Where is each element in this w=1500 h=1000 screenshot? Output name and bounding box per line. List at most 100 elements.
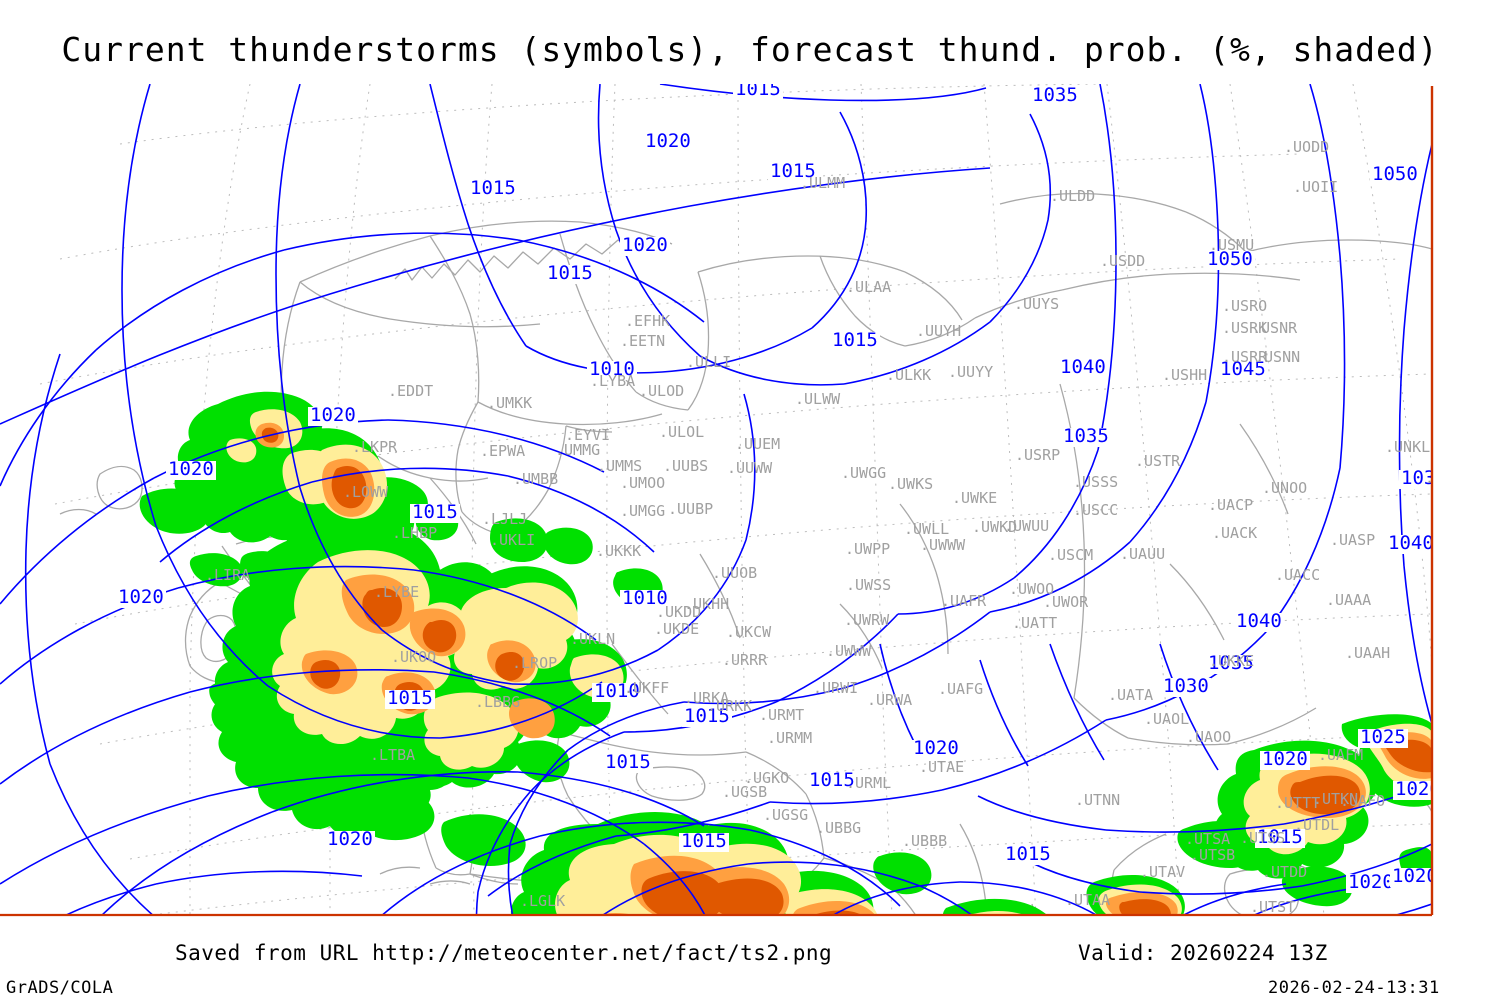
station-label: .UTAA — [1065, 891, 1110, 909]
station-label: .UAOO — [1186, 728, 1231, 746]
isobar-label-halo — [830, 332, 880, 351]
isobar-label: 1035 — [1401, 467, 1436, 489]
station-label: .UWOR — [1043, 593, 1089, 611]
station-label: .UAFR — [941, 592, 987, 610]
station-label: .UUBS — [663, 457, 708, 475]
station-label: .USHH — [1162, 366, 1207, 384]
station-label: .UWKS — [888, 475, 933, 493]
station-label: .UTNN — [1075, 791, 1120, 809]
isobar-label: 1020 — [1392, 865, 1436, 887]
station-label: .UAFM — [1318, 746, 1363, 764]
saved-url-label: Saved from URL http://meteocenter.net/fa… — [175, 941, 833, 965]
isobar-label-halo — [1058, 359, 1108, 378]
station-label: .ULWW — [795, 390, 841, 408]
isobar-label: 1020 — [118, 586, 164, 608]
station-label: .UAAA — [1326, 591, 1371, 609]
shaded-prob-region — [209, 505, 663, 866]
station-label: .LYBE — [374, 583, 419, 601]
station-label: .URKA — [684, 689, 729, 707]
map-canvas[interactable]: 1015 1035 1020 1050 1015 1015 1050 1020 1015 1015… — [0, 84, 1436, 917]
station-label: .USSS — [1073, 473, 1118, 491]
isobar-label: 1020 — [327, 828, 373, 850]
station-label: .UWOO — [1009, 580, 1054, 598]
isobar-label: 1020 — [913, 737, 959, 759]
isobar-label: 1020 — [1262, 748, 1308, 770]
station-label: .EFHK — [625, 312, 670, 330]
station-label: .LGLK — [520, 892, 565, 910]
station-label: .UGSG — [763, 806, 808, 824]
station-label: .UTSA — [1185, 830, 1230, 848]
station-label: .UKLI — [490, 531, 535, 549]
station-label: .ULOL — [659, 423, 704, 441]
station-label: .UWWW — [920, 536, 966, 554]
station-label: .UATA — [1108, 686, 1153, 704]
isobar-label-halo — [1061, 428, 1111, 447]
isobar-label: 1010 — [594, 680, 640, 702]
station-label: .ULMM — [800, 174, 845, 192]
station-label: .UTST — [1250, 898, 1295, 916]
station-label: .UTKN — [1313, 790, 1358, 808]
station-label: .UUYH — [916, 322, 961, 340]
isobar-label: 1015 — [470, 177, 516, 199]
station-label: .URKK — [707, 697, 752, 715]
isobar-label-halo — [620, 590, 670, 609]
isobar-label: 1050 — [1372, 163, 1418, 185]
station-label: .USRP — [1015, 446, 1060, 464]
station-label: .UATT — [1012, 614, 1057, 632]
station-label: .UKDD — [656, 603, 701, 621]
station-label: .UMOO — [620, 474, 665, 492]
station-label: .UTTT — [1275, 794, 1320, 812]
isobar-label: 1015 — [412, 501, 458, 523]
station-label: .LJLJ — [482, 510, 527, 528]
station-label: .UGKO — [744, 769, 789, 787]
isobar-label: 1040 — [1236, 610, 1282, 632]
station-label: .EYVI — [565, 426, 610, 444]
isobar-label: 1015 — [832, 329, 878, 351]
isobar-label-halo — [166, 461, 216, 480]
station-label: .UTSS — [1240, 829, 1285, 847]
isobar-label: 1015 — [770, 160, 816, 182]
station-label: .EPWA — [480, 442, 525, 460]
station-label: .UUYS — [1014, 295, 1059, 313]
station-label: .URWA — [867, 691, 912, 709]
station-label: .UAUU — [1120, 545, 1165, 563]
station-label: .USNN — [1255, 348, 1300, 366]
station-label: .LTBA — [370, 746, 415, 764]
isobar-label-halo — [116, 589, 166, 608]
station-label: .UWGG — [841, 464, 886, 482]
isobar-label-halo — [911, 740, 961, 759]
station-label: .ULKK — [886, 366, 931, 384]
station-label: .UMMG — [555, 441, 600, 459]
isobar-label: 1050 — [1207, 248, 1253, 270]
isobar-label: 1015 — [735, 84, 781, 100]
isobar-label-halo — [410, 504, 460, 523]
station-label: .UWRW — [844, 611, 890, 629]
station-label: .UKFF — [624, 679, 669, 697]
isobar-label-halo — [545, 265, 595, 284]
isobar-label: 1010 — [589, 358, 635, 380]
station-label: .UKOO — [391, 648, 436, 666]
isobar-label: 1025 — [1360, 726, 1406, 748]
isobar-label: 1035 — [1063, 425, 1109, 447]
isobar-label: 1045 — [1220, 358, 1266, 380]
isobar-label: 1015 — [1005, 843, 1051, 865]
isobar-label-halo — [679, 833, 729, 852]
isobar-label-halo — [592, 683, 642, 702]
isobar-label-halo — [587, 361, 637, 380]
station-label: .UTSB — [1190, 846, 1235, 864]
grads-credit-label: GrADS/COLA — [6, 978, 114, 998]
station-label: .URML — [846, 774, 891, 792]
weather-map[interactable]: 1015 1035 1020 1050 1015 1015 1050 1020 1015 1015… — [0, 84, 1436, 917]
station-label: .UTDD — [1262, 863, 1307, 881]
isobar-label: 1030 — [1163, 675, 1209, 697]
isobar-label: 1010 — [622, 587, 668, 609]
isobar-label-halo — [468, 180, 518, 199]
station-label: .ULOD — [639, 382, 684, 400]
isobar-label-halo — [682, 708, 732, 727]
station-label: .UBBG — [816, 819, 861, 837]
station-label: .ULLI — [686, 353, 731, 371]
station-label: .LBBG — [475, 693, 520, 711]
station-label: .UBBB — [902, 832, 947, 850]
station-label: .UASP — [1330, 531, 1375, 549]
isobar-label: 1040 — [1388, 532, 1434, 554]
